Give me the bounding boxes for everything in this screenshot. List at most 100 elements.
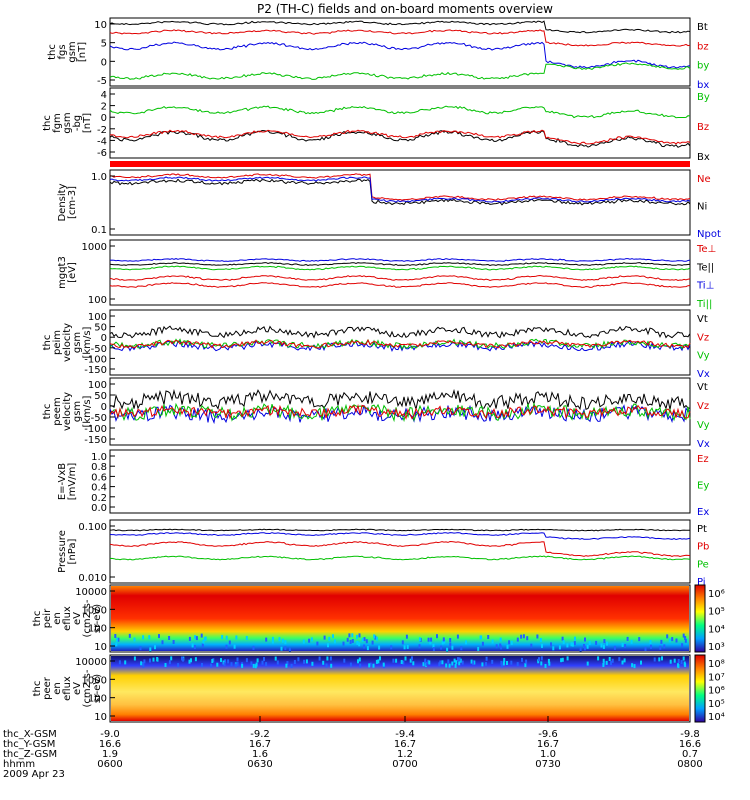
panel-frame xyxy=(109,449,691,514)
spectrogram-speckle xyxy=(375,659,378,664)
xaxis-value: -9.0 xyxy=(100,729,120,740)
spectrogram-speckle xyxy=(202,639,205,644)
spectrogram-speckle xyxy=(644,647,647,651)
ytick-label: 50 xyxy=(94,323,107,334)
spectrogram-speckle xyxy=(351,639,354,643)
spectrogram-speckle xyxy=(318,656,321,661)
spectrogram-speckle xyxy=(216,662,219,667)
ylabel-line: en xyxy=(52,612,63,625)
panel-frame xyxy=(109,584,691,653)
spectrogram-speckle xyxy=(366,646,369,651)
spectrogram-speckle xyxy=(485,662,487,667)
spectrogram-speckle xyxy=(677,659,680,663)
spectrogram-speckle xyxy=(503,658,506,662)
spectrogram-speckle xyxy=(230,662,233,667)
spectrogram-speckle xyxy=(265,662,268,667)
spectrogram-speckle xyxy=(649,640,652,644)
spectrogram-speckle xyxy=(210,663,213,668)
colorbar-tick-label: 10³ xyxy=(708,642,725,653)
spectrogram-speckle xyxy=(428,660,431,665)
spectrogram-speckle xyxy=(356,640,359,645)
legend-fgs-item: Bt xyxy=(697,22,708,33)
spectrogram-speckle xyxy=(274,656,277,661)
spectrogram-speckle xyxy=(538,657,540,662)
spectrogram-speckle xyxy=(333,639,336,644)
spectrogram-speckle xyxy=(583,644,585,648)
spectrogram-speckle xyxy=(330,663,333,668)
spectrogram-speckle xyxy=(677,664,680,669)
xaxis-value: 0730 xyxy=(535,759,560,770)
spectrogram-speckle xyxy=(451,645,454,650)
ytick-label: 10000 xyxy=(75,657,107,668)
ylabel-line: gsm xyxy=(67,41,78,62)
series-Ti-par xyxy=(109,265,691,271)
spectrogram-speckle xyxy=(276,660,279,665)
ylabel-line: peer xyxy=(42,676,53,700)
spectrogram-speckle xyxy=(323,635,326,640)
spectrogram-speckle xyxy=(170,656,173,661)
spectrogram-speckle xyxy=(223,662,226,667)
ylabel-line: thc xyxy=(42,404,53,420)
legend-pressure-item: Pt xyxy=(697,524,707,535)
spectrogram-speckle xyxy=(588,640,591,645)
spectrogram-speckle xyxy=(624,644,627,649)
spectrogram-speckle xyxy=(653,657,656,662)
spectrogram-speckle xyxy=(548,661,551,666)
spectrogram-speckle xyxy=(633,664,636,669)
colorbar-tick-label: 10⁶ xyxy=(708,686,725,697)
spectrogram-speckle xyxy=(357,659,359,664)
ytick-label: 1000 xyxy=(82,242,107,253)
legend-temperature-item: Ti⊥ xyxy=(696,281,714,292)
spectrogram-speckle xyxy=(418,644,421,649)
legend-temperature-item: Te|| xyxy=(696,262,714,273)
spectrogram-speckle xyxy=(547,658,550,663)
legend-fgm-item: Bz xyxy=(697,122,709,133)
xaxis-row-label: thc_Z-GSM xyxy=(3,749,57,760)
spectrogram-speckle xyxy=(297,657,300,662)
spectrogram-speckle xyxy=(233,644,236,649)
ytick-label: 2 xyxy=(101,102,107,113)
spectrogram-speckle xyxy=(285,663,288,668)
colorbar-scale xyxy=(694,584,706,653)
spectrogram-speckle xyxy=(228,640,231,645)
spectrogram-speckle xyxy=(436,634,438,639)
ylabel-line: velocity xyxy=(62,323,73,362)
spectrogram-speckle xyxy=(302,639,305,644)
spectrogram-speckle xyxy=(392,658,395,663)
spectrogram-speckle xyxy=(682,633,685,638)
spectrogram-speckle xyxy=(506,661,508,665)
spectrogram-speckle xyxy=(190,658,192,663)
spectrogram-speckle xyxy=(510,640,513,645)
spectrogram-speckle xyxy=(561,657,564,662)
colorbar-scale xyxy=(694,654,706,723)
panel-pressure: Pt Pb Pe Pi 0.100 0.010 Pressure [nPa] xyxy=(57,519,709,588)
legend-density-item: Ne xyxy=(697,174,711,185)
spectrogram-speckle xyxy=(361,637,364,642)
ytick-label: 0.010 xyxy=(78,573,107,584)
spectrogram-speckle xyxy=(358,633,361,638)
spectrogram-speckle xyxy=(224,659,227,664)
spectrogram-speckle xyxy=(506,644,509,649)
panel-temperature: Te⊥ Te|| Ti⊥ Ti|| 1000 100 mgqt3 [eV] xyxy=(57,239,716,310)
spectrogram-speckle xyxy=(562,640,565,645)
spectrogram-speckle xyxy=(139,646,142,651)
spectrogram-speckle xyxy=(200,633,203,638)
spectrogram-speckle xyxy=(606,641,608,646)
xaxis-row-label: hhmm xyxy=(3,759,35,770)
spectrogram-speckle xyxy=(288,647,291,652)
ytick-label: -100 xyxy=(84,424,107,435)
ylabel-line: velocity xyxy=(62,392,73,431)
spectrogram-speckle xyxy=(540,661,543,666)
spectrogram-speckle xyxy=(358,657,361,662)
spectrogram-speckle xyxy=(458,657,461,662)
panel-frame xyxy=(109,239,691,306)
spectrogram-speckle xyxy=(630,639,633,644)
spectrogram-speckle xyxy=(143,659,146,664)
spectrogram-speckle xyxy=(365,639,368,644)
spectrogram-speckle xyxy=(411,656,413,661)
ytick-label: 1000 xyxy=(82,675,107,686)
spectrogram-speckle xyxy=(346,637,349,642)
panel-frame xyxy=(109,377,691,446)
spectrogram-speckle xyxy=(201,663,203,667)
